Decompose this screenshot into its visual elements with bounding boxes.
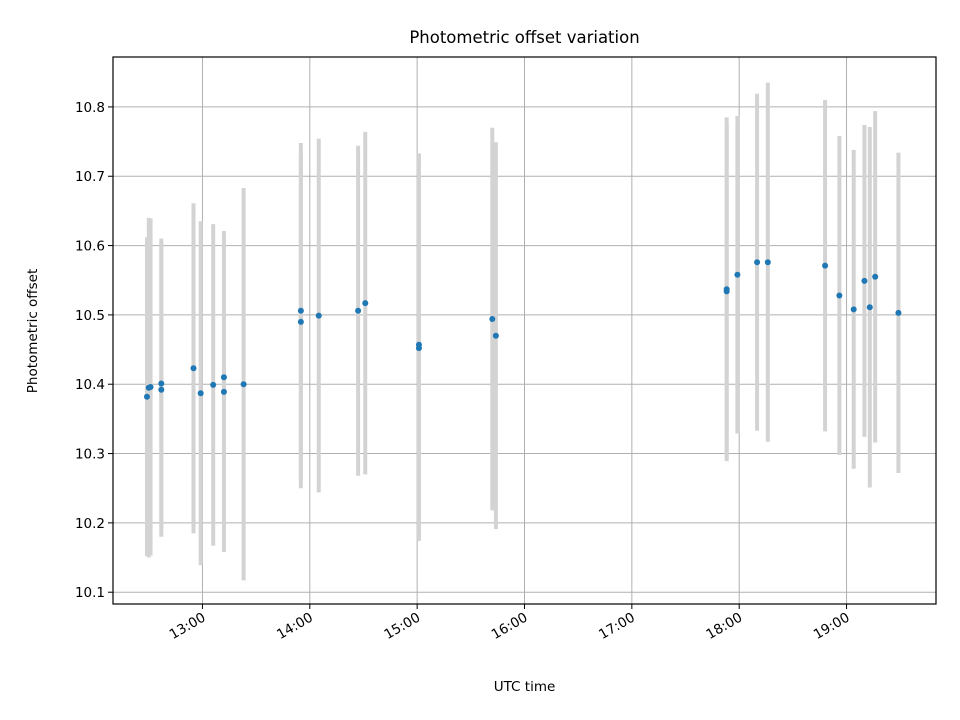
data-point [895, 309, 902, 316]
data-point [872, 273, 879, 280]
y-tick-label: 10.3 [75, 447, 105, 463]
data-point [822, 262, 829, 269]
data-point [764, 259, 771, 266]
data-point [158, 380, 165, 387]
y-tick-label: 10.5 [75, 308, 105, 324]
data-point [197, 390, 204, 397]
data-point [210, 381, 217, 388]
data-point [362, 300, 369, 307]
data-point [734, 271, 741, 278]
y-tick-label: 10.6 [75, 239, 105, 255]
y-axis-ticks: 10.1 10.2 10.3 10.4 10.5 10.6 10.7 10.8 [75, 100, 113, 601]
data-point [861, 277, 868, 284]
data-point [220, 388, 227, 395]
y-tick-label: 10.8 [75, 100, 105, 116]
data-point [220, 374, 227, 381]
data-point [158, 386, 165, 393]
x-axis-label: UTC time [494, 679, 556, 695]
data-point [754, 259, 761, 266]
chart-title: Photometric offset variation [409, 28, 639, 47]
data-point [355, 307, 362, 314]
data-point [143, 393, 150, 400]
data-point [723, 286, 730, 293]
data-point [836, 292, 843, 299]
y-tick-label: 10.4 [75, 377, 105, 393]
data-point [492, 332, 499, 339]
data-point [866, 304, 873, 311]
y-tick-label: 10.2 [75, 516, 105, 532]
y-tick-label: 10.1 [75, 585, 105, 601]
data-point [147, 384, 154, 391]
data-point [190, 365, 197, 372]
y-axis-label: Photometric offset [25, 269, 41, 393]
data-point [297, 318, 304, 325]
data-points [143, 259, 902, 400]
data-point [297, 307, 304, 314]
data-point [415, 341, 422, 348]
y-tick-label: 10.7 [75, 169, 105, 185]
data-point [315, 312, 322, 319]
data-point [850, 306, 857, 313]
data-point [240, 381, 247, 388]
data-point [489, 316, 496, 323]
